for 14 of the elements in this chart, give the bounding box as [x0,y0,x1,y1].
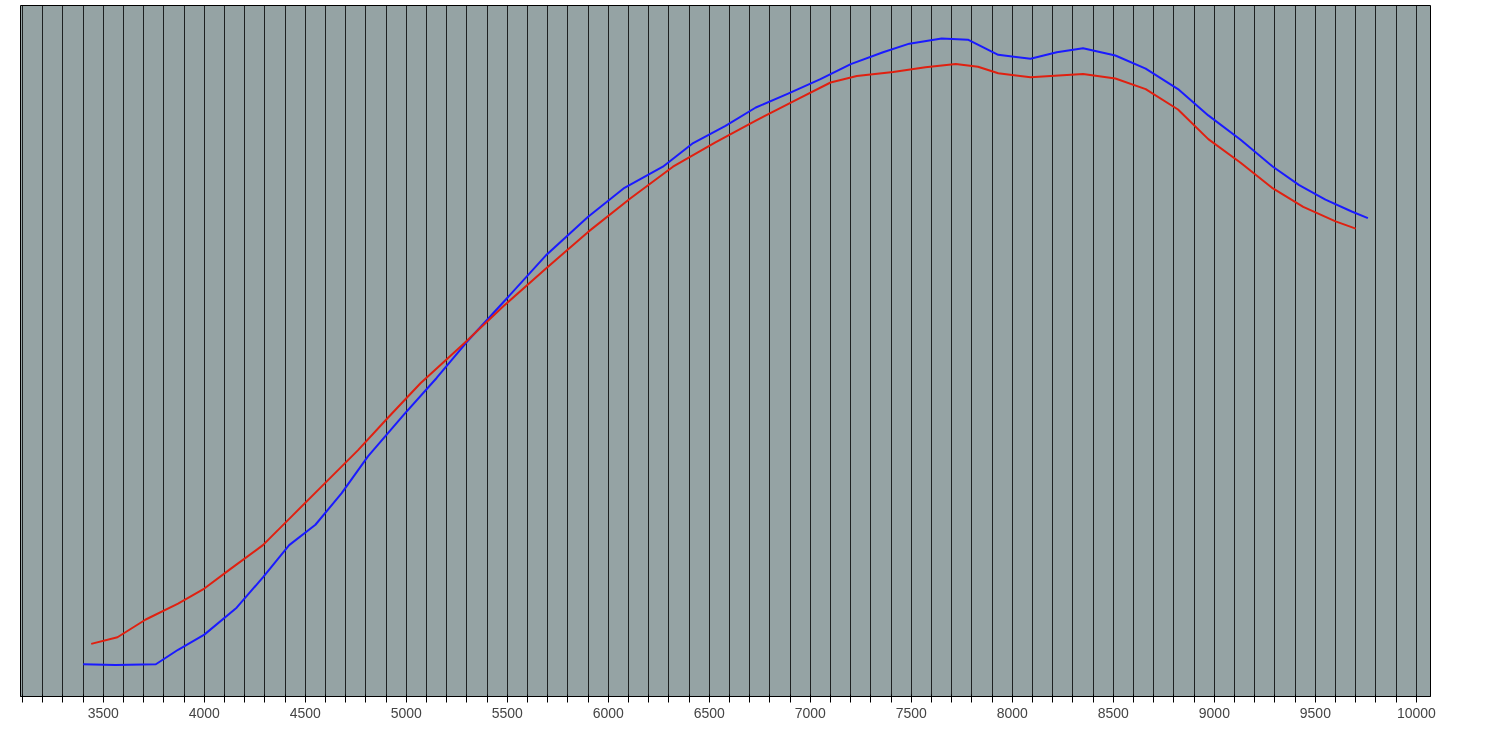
x-tick-label: 9500 [1299,704,1332,721]
x-tick-label: 3500 [87,704,120,721]
x-tick-label: 4000 [188,704,221,721]
x-tick-label: 6000 [592,704,625,721]
x-tick-label: 8500 [1097,704,1130,721]
x-tick-label: 8000 [996,704,1029,721]
x-tick-label: 5500 [491,704,524,721]
x-tick-label: 9000 [1198,704,1231,721]
x-tick-label: 7500 [895,704,928,721]
x-tick-label: 4500 [289,704,322,721]
x-tick-label: 5000 [390,704,423,721]
x-tick-label: 6500 [693,704,726,721]
x-tick-label: 10000 [1396,704,1437,721]
x-tick-label: 7000 [794,704,827,721]
